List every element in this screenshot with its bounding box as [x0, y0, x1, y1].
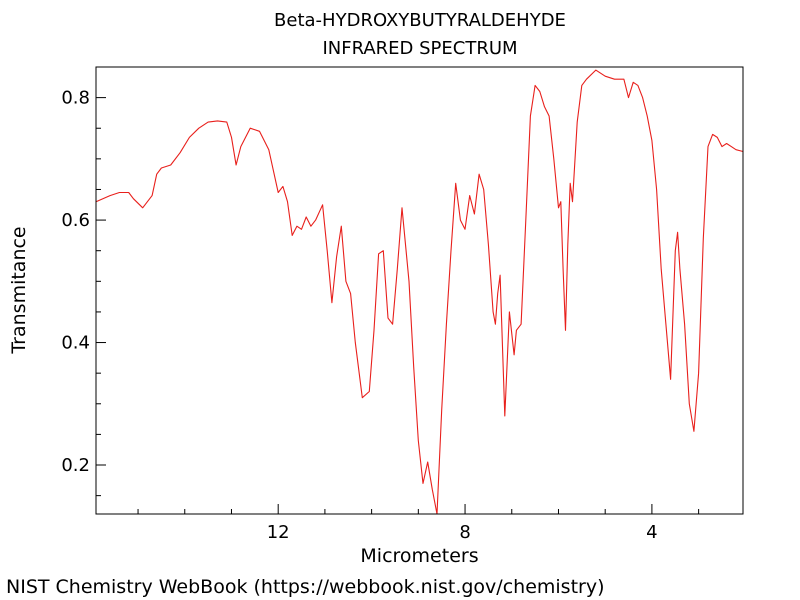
source-credit: NIST Chemistry WebBook (https://webbook.…	[6, 576, 605, 598]
y-axis-label: Transmitance	[8, 226, 30, 354]
chart-subtitle: INFRARED SPECTRUM	[322, 38, 518, 59]
x-tick-label: 8	[459, 522, 470, 543]
x-tick-label: 4	[646, 522, 657, 543]
y-tick-label: 0.2	[61, 455, 90, 476]
plot-frame	[95, 66, 744, 515]
y-tick-label: 0.4	[61, 333, 90, 354]
x-axis-label: Micrometers	[360, 545, 478, 567]
spectrum-line	[95, 69, 744, 515]
chart-title: Beta-HYDROXYBUTYRALDEHYDE	[274, 10, 566, 31]
y-tick-label: 0.8	[61, 88, 90, 109]
x-tick-label: 12	[267, 522, 290, 543]
y-tick-label: 0.6	[61, 210, 90, 231]
